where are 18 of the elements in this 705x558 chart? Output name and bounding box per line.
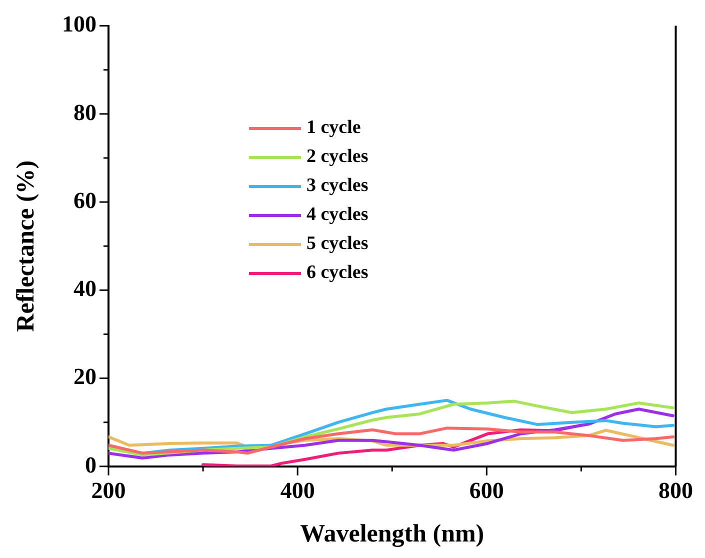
y-tick-label: 60 xyxy=(74,188,96,213)
x-tick-label: 800 xyxy=(658,478,693,504)
legend-label: 3 cycles xyxy=(306,175,368,198)
legend-label: 2 cycles xyxy=(306,146,368,168)
y-tick-label: 100 xyxy=(62,12,96,37)
x-tick-label: 600 xyxy=(469,478,504,504)
x-axis-title: Wavelength (nm) xyxy=(300,520,484,548)
x-tick-label: 200 xyxy=(91,478,126,504)
legend-label: 1 cycle xyxy=(306,117,361,140)
y-tick-label: 40 xyxy=(74,276,96,302)
y-axis-title: Reflectance (%) xyxy=(12,160,40,332)
legend-label: 5 cycles xyxy=(306,233,368,256)
legend-label: 6 cycles xyxy=(306,262,368,284)
legend-label: 4 cycles xyxy=(306,204,368,226)
y-tick-label: 20 xyxy=(74,364,96,390)
x-tick-label: 400 xyxy=(280,478,315,504)
y-tick-label: 80 xyxy=(74,100,96,125)
y-tick-label: 0 xyxy=(85,452,96,478)
